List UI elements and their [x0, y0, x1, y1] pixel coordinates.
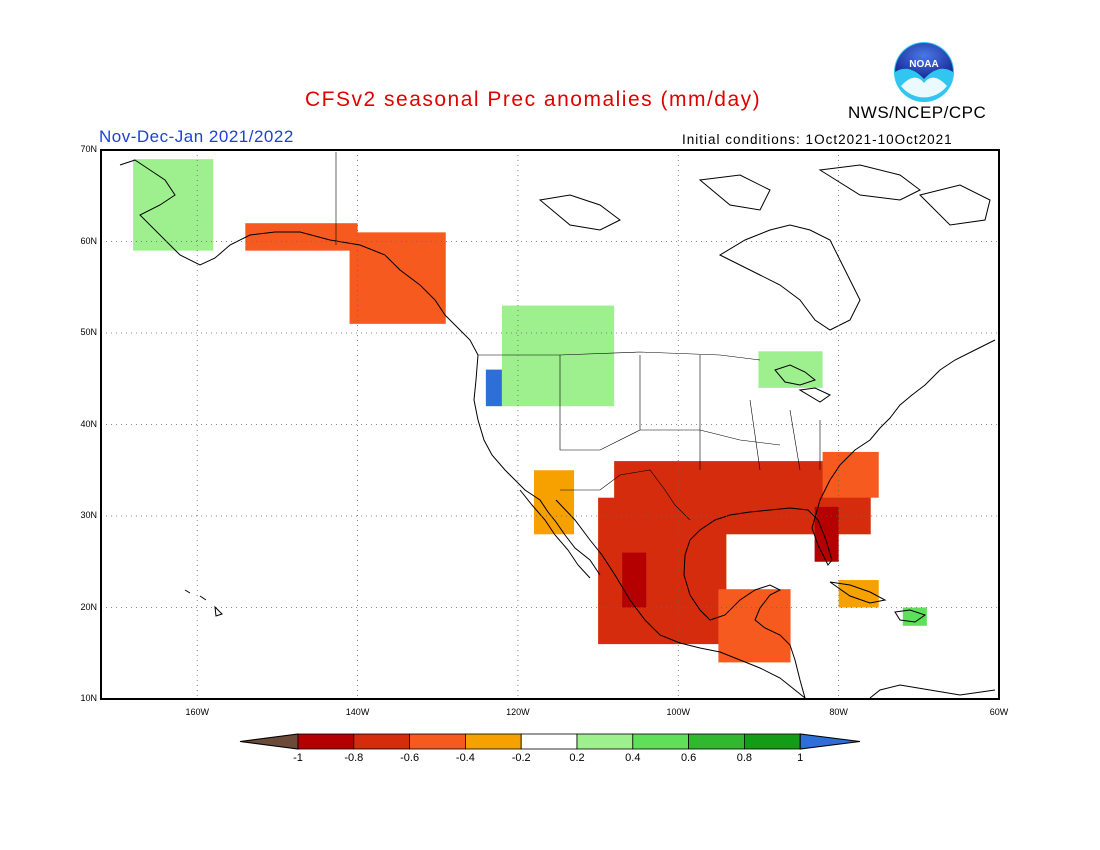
colorbar-swatch [576, 733, 634, 750]
latitude-tick-label: 10N [80, 693, 97, 703]
colorbar-swatch [409, 733, 466, 750]
anomaly-region [758, 351, 823, 388]
anomaly-region [245, 223, 358, 251]
map-title: CFSv2 seasonal Prec anomalies (mm/day) [305, 88, 762, 111]
colorbar-tick-label: 0.2 [569, 752, 585, 764]
anomaly-region [598, 497, 727, 645]
latitude-tick-label: 50N [80, 327, 97, 337]
colorbar-low-extension [239, 733, 299, 750]
anomaly-region [718, 589, 791, 663]
colorbar-swatch [744, 733, 801, 750]
colorbar-tick-label: -0.6 [400, 752, 420, 764]
precipitation-anomaly-map [100, 149, 1000, 700]
colorbar-tick-label: 0.8 [736, 752, 753, 764]
longitude-tick-label: 120W [506, 707, 530, 717]
colorbar-tick-label: -0.2 [511, 752, 531, 764]
noaa-logo-text: NOAA [909, 59, 938, 70]
colorbar-swatch [688, 733, 745, 750]
anomaly-cells [133, 159, 927, 663]
map-frame [100, 149, 1000, 700]
longitude-tick-label: 60W [989, 707, 1009, 717]
colorbar-tick-label: 1 [797, 752, 804, 764]
colorbar-tick-label: -0.8 [344, 752, 364, 764]
noaa-logo: NOAA [894, 42, 954, 102]
latitude-tick-label: 60N [80, 235, 97, 246]
anomaly-region [501, 305, 615, 407]
latitude-tick-label: 30N [80, 510, 97, 520]
anomaly-region [133, 159, 214, 251]
colorbar-tick-label: 0.4 [625, 752, 641, 764]
colorbar [239, 733, 861, 750]
colorbar-swatch [632, 733, 689, 750]
agency-label: NWS/NCEP/CPC [848, 103, 987, 122]
longitude-tick-label: 160W [185, 707, 209, 717]
colorbar-tick-label: 0.6 [680, 752, 697, 764]
colorbar-swatch [520, 733, 578, 750]
longitude-tick-label: 80W [829, 707, 848, 717]
colorbar-tick-label: -0.4 [455, 752, 475, 764]
political-borders [335, 152, 821, 521]
season-label: Nov-Dec-Jan 2021/2022 [99, 127, 294, 146]
colorbar-swatch [353, 733, 410, 750]
anomaly-region [485, 369, 502, 407]
initial-conditions-label: Initial conditions: 1Oct2021-10Oct2021 [682, 132, 953, 147]
longitude-tick-label: 140W [345, 707, 370, 717]
latitude-tick-label: 70N [80, 144, 97, 154]
anomaly-region [622, 552, 647, 608]
colorbar-swatch [464, 733, 522, 750]
longitude-tick-label: 100W [666, 707, 691, 717]
colorbar-high-extension [799, 733, 861, 750]
colorbar-tick-label: -1 [293, 752, 303, 764]
colorbar-swatch [297, 733, 355, 750]
coastlines [119, 159, 996, 699]
latitude-tick-label: 20N [80, 601, 97, 612]
anomaly-region [822, 451, 879, 498]
anomaly-region [533, 470, 575, 535]
latitude-tick-label: 40N [80, 418, 97, 429]
